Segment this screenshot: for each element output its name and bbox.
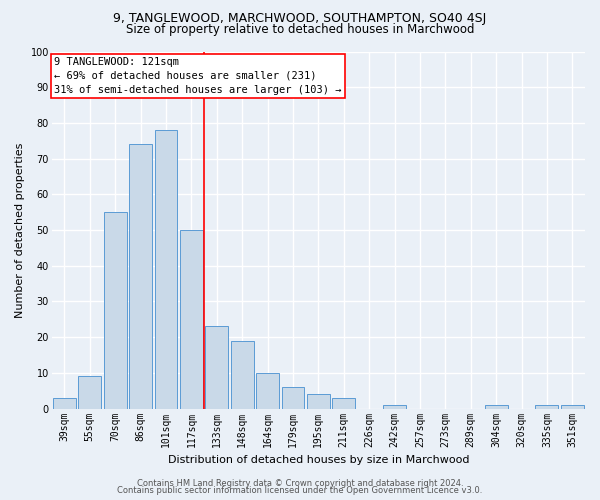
Bar <box>307 394 330 408</box>
Bar <box>281 387 304 408</box>
Bar <box>53 398 76 408</box>
Bar <box>79 376 101 408</box>
Bar <box>535 405 559 408</box>
Bar <box>383 405 406 408</box>
Bar <box>256 373 279 408</box>
Text: 9, TANGLEWOOD, MARCHWOOD, SOUTHAMPTON, SO40 4SJ: 9, TANGLEWOOD, MARCHWOOD, SOUTHAMPTON, S… <box>113 12 487 25</box>
X-axis label: Distribution of detached houses by size in Marchwood: Distribution of detached houses by size … <box>167 455 469 465</box>
Text: Size of property relative to detached houses in Marchwood: Size of property relative to detached ho… <box>126 22 474 36</box>
Bar <box>129 144 152 408</box>
Text: Contains HM Land Registry data © Crown copyright and database right 2024.: Contains HM Land Registry data © Crown c… <box>137 478 463 488</box>
Bar <box>180 230 203 408</box>
Bar <box>205 326 228 408</box>
Bar <box>155 130 178 408</box>
Bar <box>104 212 127 408</box>
Bar <box>332 398 355 408</box>
Bar <box>561 405 584 408</box>
Text: 9 TANGLEWOOD: 121sqm
← 69% of detached houses are smaller (231)
31% of semi-deta: 9 TANGLEWOOD: 121sqm ← 69% of detached h… <box>55 57 342 95</box>
Text: Contains public sector information licensed under the Open Government Licence v3: Contains public sector information licen… <box>118 486 482 495</box>
Bar <box>485 405 508 408</box>
Bar <box>231 341 254 408</box>
Y-axis label: Number of detached properties: Number of detached properties <box>15 142 25 318</box>
